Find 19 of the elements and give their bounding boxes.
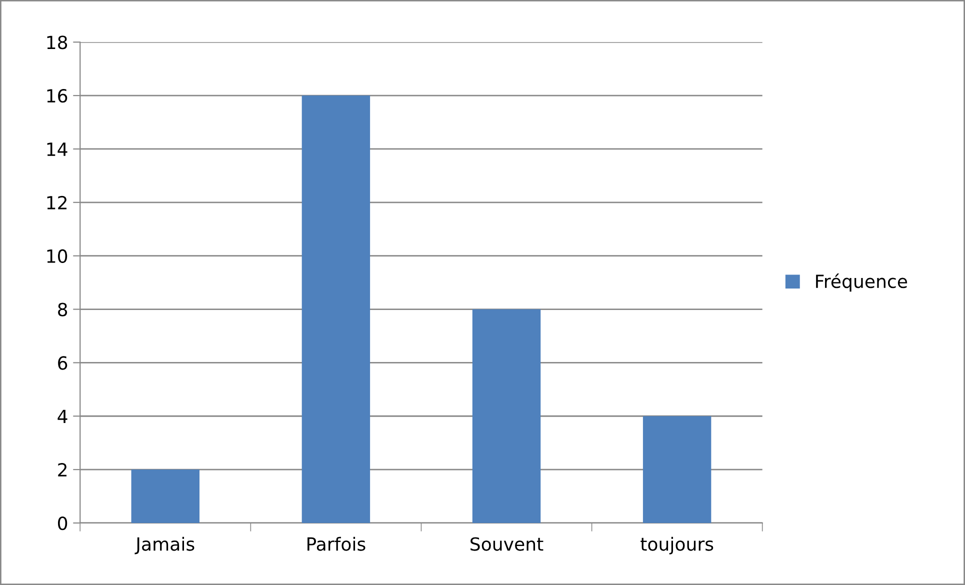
y-tick-label: 12 [47,196,66,210]
y-tick-label: 6 [58,356,68,370]
x-tick-label: Jamais [134,536,194,554]
y-tick-label: 2 [58,463,66,476]
y-tick-label: 16 [47,89,68,103]
bar [472,309,541,523]
legend-label: Fréquence [816,273,908,292]
bar [642,416,712,523]
y-tick-label: 4 [58,410,68,423]
x-tick-label: Souvent [470,537,544,551]
bar [302,96,370,523]
y-tick-label: 18 [47,36,68,50]
y-tick-label: 10 [47,249,68,263]
bar [131,470,200,523]
y-tick-label: 0 [58,516,68,530]
y-tick-label: 8 [58,302,68,316]
x-tick-label: toujours [640,536,714,554]
y-tick-label: 14 [47,142,68,156]
x-tick-label: Parfois [308,536,366,551]
